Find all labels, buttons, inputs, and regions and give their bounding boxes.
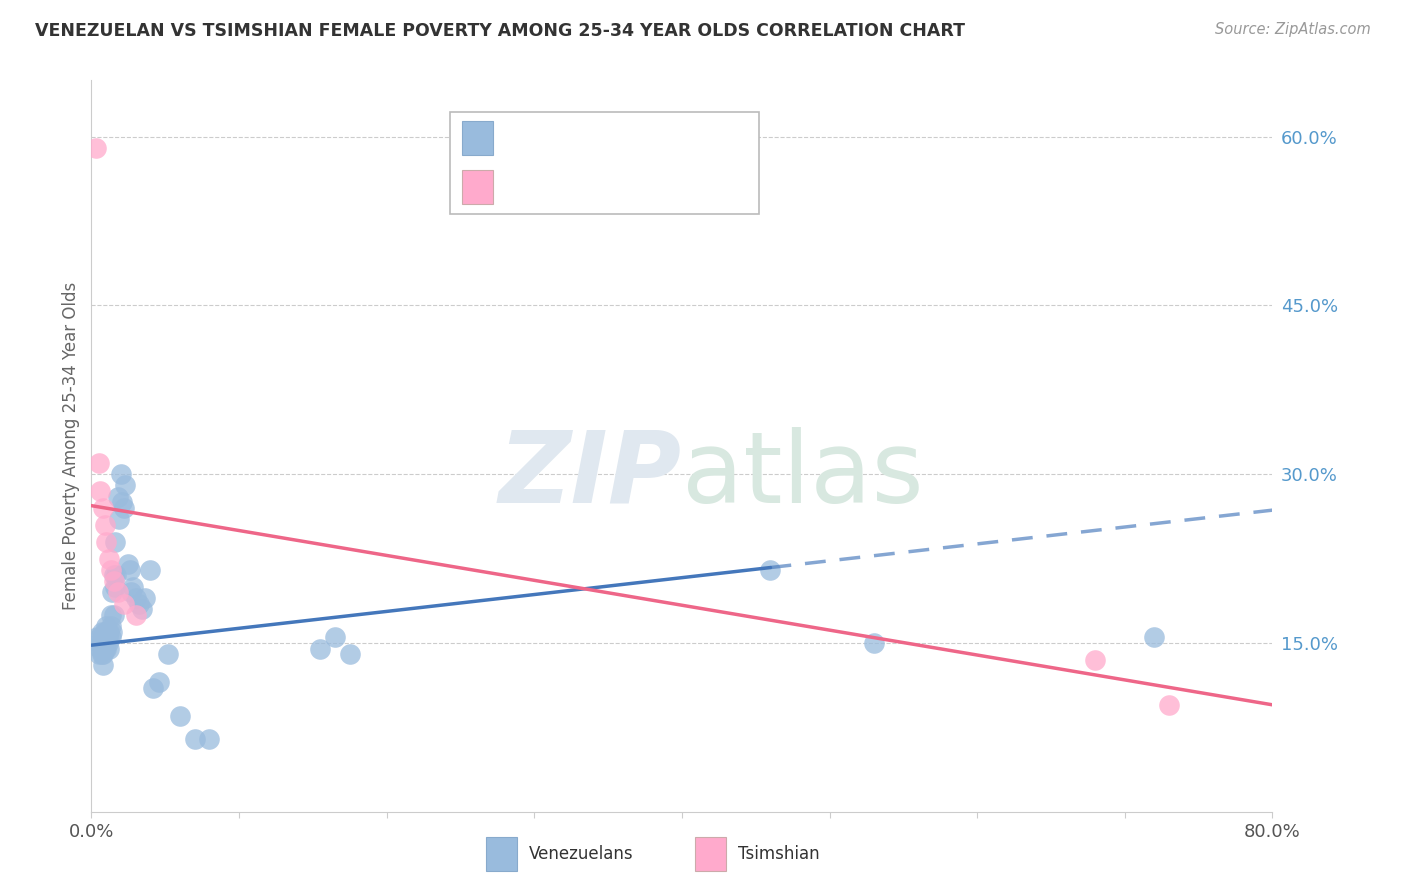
Point	[107, 585, 129, 599]
Point	[121, 580, 143, 594]
Point	[96, 619, 118, 633]
Point	[104, 580, 127, 594]
Point	[90, 636, 112, 650]
Point	[111, 495, 134, 509]
Point	[139, 563, 162, 577]
Point	[89, 641, 111, 656]
Point	[1084, 653, 1107, 667]
Point	[96, 534, 118, 549]
Point	[87, 636, 110, 650]
Point	[148, 675, 170, 690]
Point	[97, 624, 120, 639]
Point	[91, 658, 114, 673]
Point	[142, 681, 165, 695]
Point	[108, 512, 131, 526]
Point	[96, 641, 118, 656]
Point	[100, 563, 122, 577]
Point	[131, 602, 153, 616]
Point	[128, 597, 150, 611]
Point	[93, 641, 115, 656]
Text: R =: R =	[506, 128, 555, 146]
Point	[120, 585, 142, 599]
Point	[112, 597, 135, 611]
Point	[107, 490, 129, 504]
Point	[89, 483, 111, 498]
Text: R =: R =	[506, 178, 546, 196]
Point	[112, 500, 135, 515]
Text: atlas: atlas	[682, 426, 924, 524]
Point	[117, 557, 139, 571]
Point	[198, 731, 221, 746]
Text: 0.188: 0.188	[568, 128, 617, 146]
Point	[100, 630, 122, 644]
Point	[105, 568, 128, 582]
Point	[104, 534, 127, 549]
Point	[110, 467, 132, 482]
Text: N =: N =	[641, 128, 682, 146]
Point	[309, 641, 332, 656]
Point	[114, 478, 136, 492]
Point	[91, 630, 114, 644]
Text: Source: ZipAtlas.com: Source: ZipAtlas.com	[1215, 22, 1371, 37]
Point	[90, 624, 112, 639]
Text: VENEZUELAN VS TSIMSHIAN FEMALE POVERTY AMONG 25-34 YEAR OLDS CORRELATION CHART: VENEZUELAN VS TSIMSHIAN FEMALE POVERTY A…	[35, 22, 965, 40]
Point	[1159, 698, 1181, 712]
Point	[134, 591, 156, 605]
Point	[86, 630, 108, 644]
FancyBboxPatch shape	[450, 112, 759, 214]
Point	[97, 636, 120, 650]
Point	[124, 607, 148, 622]
Point	[98, 641, 121, 656]
Point	[100, 619, 122, 633]
Point	[93, 636, 115, 650]
Point	[84, 141, 107, 155]
Text: N =: N =	[641, 178, 682, 196]
Bar	[486, 837, 517, 871]
Point	[339, 647, 361, 661]
Text: 59: 59	[695, 128, 714, 146]
Point	[118, 563, 141, 577]
Point	[98, 551, 121, 566]
Point	[103, 574, 125, 588]
Bar	[463, 120, 494, 154]
Point	[100, 607, 122, 622]
Point	[98, 624, 121, 639]
Point	[93, 517, 115, 532]
Text: -0.401: -0.401	[553, 178, 612, 196]
Text: Venezuelans: Venezuelans	[529, 845, 634, 863]
Y-axis label: Female Poverty Among 25-34 Year Olds: Female Poverty Among 25-34 Year Olds	[62, 282, 80, 610]
Point	[183, 731, 207, 746]
Point	[862, 636, 886, 650]
Point	[93, 624, 115, 639]
Point	[103, 568, 125, 582]
Point	[87, 456, 110, 470]
Point	[91, 500, 114, 515]
Point	[157, 647, 180, 661]
Point	[169, 709, 191, 723]
Point	[96, 630, 118, 644]
Text: ZIP: ZIP	[499, 426, 682, 524]
Point	[96, 624, 118, 639]
Point	[90, 647, 112, 661]
Bar	[463, 170, 494, 204]
Point	[87, 647, 110, 661]
Point	[323, 630, 346, 644]
Point	[103, 607, 125, 622]
Text: Tsimshian: Tsimshian	[738, 845, 820, 863]
Point	[101, 624, 124, 639]
Text: 14: 14	[695, 178, 714, 196]
Point	[759, 563, 782, 577]
Point	[97, 630, 120, 644]
Point	[1143, 630, 1166, 644]
Point	[101, 585, 124, 599]
Point	[124, 591, 148, 605]
Bar	[695, 837, 725, 871]
Point	[89, 630, 111, 644]
Point	[91, 647, 114, 661]
